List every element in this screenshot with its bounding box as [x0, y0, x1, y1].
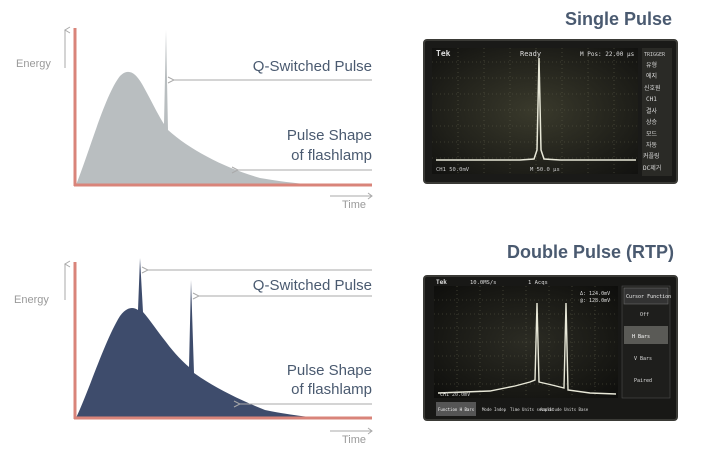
scope1-menu-2: 신호원: [644, 84, 661, 92]
scope1-menu-8: 커플링: [643, 152, 660, 160]
scope1-menu-9: DC제거: [643, 164, 661, 172]
scope2-brand: Tek: [436, 279, 447, 286]
double-scope-grid: [434, 286, 618, 398]
scope1-side-menu: TRIGGER 유형 에지 신호원 CH1 결사 상승 모드 자동 커플링 DC…: [642, 48, 672, 176]
scope1-menu-3: CH1: [646, 96, 657, 103]
double-energy-label: Energy: [14, 294, 49, 306]
single-scope-trace: [436, 57, 636, 161]
scope1-menu-4: 결사: [646, 107, 658, 115]
scope1-ch1: CH1 50.0mV: [436, 167, 470, 173]
single-qswitch-label: Q-Switched Pulse: [253, 58, 372, 75]
scope1-trigger-title: TRIGGER: [644, 52, 666, 58]
single-shape-label-2: of flashlamp: [291, 147, 372, 164]
scope2-side-2: V Bars: [634, 356, 652, 362]
scope1-time-pos: M Pos: 22.00 µs: [580, 51, 635, 58]
scope2-rate: 10.0MS/s: [470, 280, 497, 286]
single-flashlamp-shape: [76, 30, 330, 185]
single-shape-label-1: Pulse Shape: [287, 127, 372, 144]
double-pulse-heading: Double Pulse (RTP): [507, 242, 675, 262]
scope2-side-menu: Cursor Function Off H Bars V Bars Paired: [621, 285, 671, 399]
scope2-bottom-menu: Function H Bars Mode Indep Time Units se…: [436, 402, 589, 416]
scope2-bottom-0: Function H Bars: [438, 407, 475, 412]
scope2-side-0: Off: [640, 312, 649, 318]
single-scope-grid: [432, 48, 638, 174]
double-time-label: Time: [342, 434, 366, 446]
double-qswitch-label: Q-Switched Pulse: [253, 277, 372, 294]
single-pulse-heading: Single Pulse: [565, 9, 673, 29]
scope2-bottom-3: Amplitude Units Base: [540, 407, 589, 412]
scope1-menu-1: 에지: [646, 72, 657, 80]
single-pulse-chart: Energy Time Q-Switched Pulse Pulse Shape…: [16, 26, 373, 211]
scope1-menu-7: 자동: [646, 141, 658, 149]
scope1-menu-0: 유형: [646, 61, 657, 69]
scope1-menu-6: 모드: [646, 131, 658, 138]
scope1-brand: Tek: [436, 49, 451, 58]
scope2-bottom-2: Time Units seconds: [510, 407, 554, 412]
double-shape-label-2: of flashlamp: [291, 381, 372, 398]
scope2-side-title: Cursor Function: [626, 294, 671, 300]
scope2-acqs: 1 Acqs: [528, 280, 548, 286]
scope1-menu-5: 상승: [646, 118, 658, 126]
double-shape-label-1: Pulse Shape: [287, 362, 372, 379]
scope2-side-3: Paired: [634, 378, 652, 384]
double-pulse-chart: Energy Time Q-Switched Pulse Pulse Shape…: [14, 258, 373, 446]
double-scope-trace: [437, 302, 617, 395]
double-pulse-scope-photo: Tek 10.0MS/s 1 Acqs Δ: 124.0mV @: 128.0m…: [423, 275, 678, 421]
scope2-delta2: @: 128.0mV: [580, 298, 610, 304]
scope1-time-div: M 50.0 µs: [530, 167, 560, 173]
scope1-status: Ready: [520, 50, 541, 58]
single-pulse-scope-photo: Tek Ready M Pos: 22.00 µs CH1 50.0mV M 5…: [423, 39, 678, 184]
single-time-label: Time: [342, 199, 366, 211]
scope2-bottom-1: Mode Indep: [482, 407, 507, 412]
scope2-side-1: H Bars: [632, 334, 650, 340]
scope2-ch1: CH1 20.0mV: [440, 392, 470, 398]
single-energy-label: Energy: [16, 58, 51, 70]
scope2-delta1: Δ: 124.0mV: [580, 291, 610, 297]
double-flashlamp-shape: [76, 258, 330, 418]
